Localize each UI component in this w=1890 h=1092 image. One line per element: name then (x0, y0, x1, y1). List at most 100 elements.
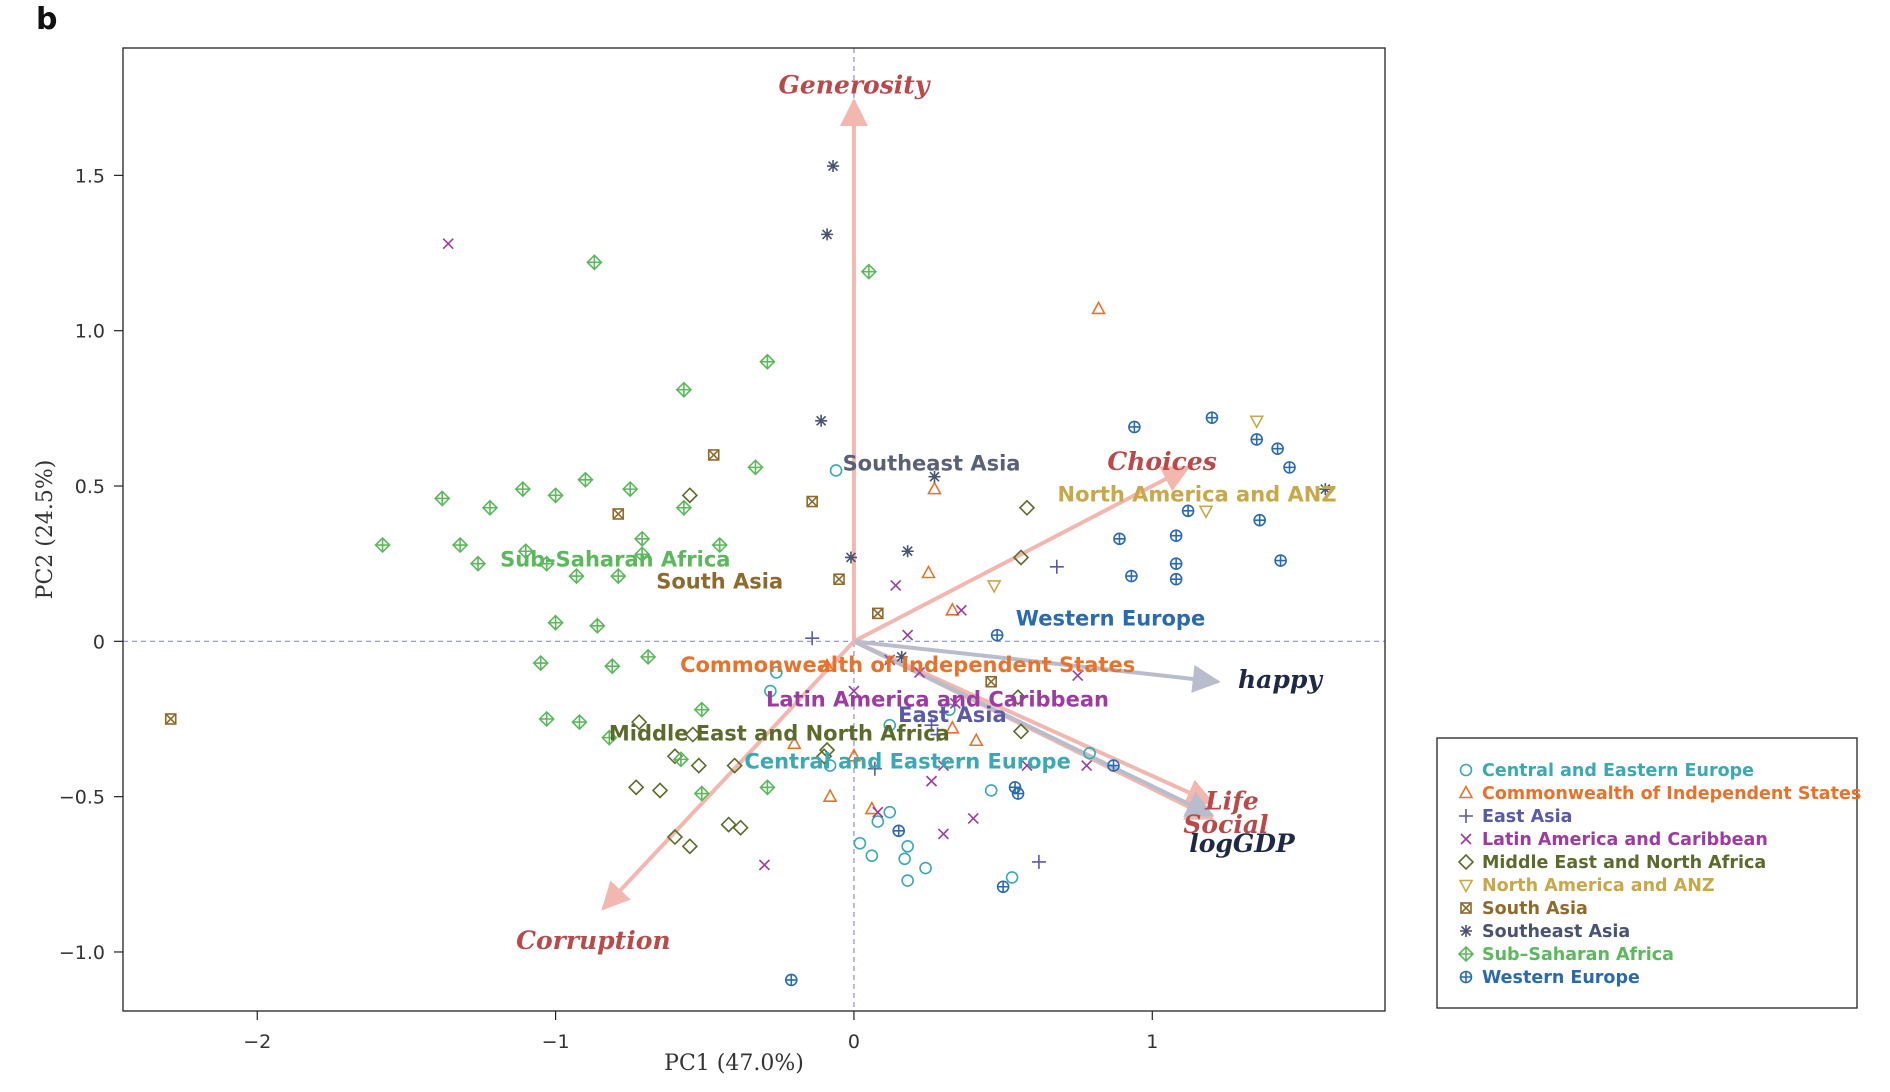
data-point-inner (985, 676, 997, 688)
legend-entry: East Asia (1482, 807, 1572, 827)
data-point-shape (1031, 854, 1046, 869)
data-point-shape (815, 414, 828, 427)
data-point (732, 819, 749, 836)
data-point-inner (375, 538, 390, 553)
data-point (770, 666, 783, 679)
data-point-inner (548, 488, 563, 503)
legend-box (1436, 737, 1858, 1009)
data-point (759, 779, 776, 796)
legend-marker-inner (1460, 902, 1472, 914)
data-point (921, 564, 936, 579)
legend-marker (1458, 879, 1474, 894)
data-point-shape (1021, 760, 1033, 772)
data-point-shape (1049, 559, 1064, 574)
legend-entry: North America and ANZ (1482, 876, 1715, 896)
data-point-shape (846, 748, 862, 762)
loading-label-generosity: Generosity (779, 70, 931, 99)
data-point-shape (984, 784, 998, 797)
data-point (1011, 787, 1025, 800)
data-point (996, 880, 1010, 894)
data-point-shape (805, 631, 820, 646)
data-point (943, 703, 956, 716)
data-point-inner (548, 615, 563, 630)
data-point-shape (732, 819, 749, 836)
data-point-inner (1182, 505, 1194, 517)
x-axis-title: PC1 (47.0%) (664, 1051, 804, 1076)
data-point (1249, 415, 1265, 429)
legend-marker (1459, 763, 1473, 777)
data-point-shape (666, 828, 684, 846)
data-point (925, 775, 938, 787)
data-point-shape (867, 761, 882, 776)
data-point-shape (967, 812, 979, 824)
data-point-inner (872, 607, 884, 619)
group-label: North America and ANZ (1058, 482, 1337, 506)
data-point (860, 263, 877, 280)
data-point (1012, 723, 1030, 740)
data-point (164, 713, 177, 725)
data-point-shape (945, 602, 960, 616)
data-point (853, 836, 867, 850)
data-point-shape (872, 806, 884, 818)
data-point-shape (833, 573, 845, 586)
data-point-inner (539, 711, 554, 726)
data-point-inner (676, 500, 691, 515)
data-point-shape (786, 735, 802, 750)
data-point (711, 536, 728, 554)
data-point (890, 579, 902, 591)
y-tick-label: 0.5 (75, 476, 105, 498)
data-point-inner (694, 702, 709, 717)
data-point (639, 648, 657, 665)
legend-marker (1457, 945, 1475, 963)
data-point (919, 861, 932, 875)
data-point (872, 607, 884, 620)
legend-entry: Latin America and Caribbean (1482, 830, 1768, 850)
data-point (675, 499, 693, 516)
data-point-inner (991, 629, 1003, 641)
loading-arrow-loggdp (853, 639, 1215, 818)
data-point (985, 675, 997, 688)
data-point (884, 654, 896, 666)
data-point-shape (829, 464, 843, 477)
data-point-shape (968, 732, 984, 747)
legend-marker-shape (1459, 809, 1473, 823)
data-point (469, 555, 487, 572)
data-point (990, 628, 1004, 642)
data-point (681, 838, 698, 855)
data-point-inner (1254, 514, 1266, 526)
group-label: Central and Eastern Europe (744, 749, 1070, 773)
data-point-shape (770, 666, 783, 679)
data-point (967, 812, 979, 824)
y-axis-title: PC2 (24.5%) (33, 460, 58, 600)
data-point (930, 727, 945, 742)
legend-marker-shape (1457, 853, 1475, 871)
data-point (945, 720, 960, 734)
data-point-inner (861, 264, 876, 279)
data-point (651, 782, 669, 799)
data-point-shape (1072, 669, 1084, 682)
data-point (586, 254, 603, 271)
data-point-shape (821, 228, 834, 241)
data-point (610, 567, 627, 585)
data-point (805, 631, 820, 646)
data-point (867, 761, 882, 776)
data-point-shape (651, 782, 669, 799)
data-point (571, 713, 588, 731)
group-label: Sub–Saharan Africa (500, 548, 730, 572)
data-point (821, 228, 834, 241)
data-point-shape (690, 757, 707, 774)
x-tick-label: 1 (1146, 1031, 1158, 1053)
data-point-shape (872, 607, 884, 620)
data-point (815, 414, 828, 427)
data-point-inner (785, 974, 797, 986)
data-point (827, 160, 840, 173)
data-point-inner (760, 354, 775, 369)
data-point-inner (635, 531, 650, 546)
data-point (1274, 554, 1287, 567)
data-point-shape (720, 816, 737, 833)
data-point-shape (853, 836, 867, 850)
data-point (707, 449, 720, 461)
data-point-inner (453, 538, 468, 553)
data-point (434, 490, 451, 507)
data-point-inner (612, 508, 624, 520)
